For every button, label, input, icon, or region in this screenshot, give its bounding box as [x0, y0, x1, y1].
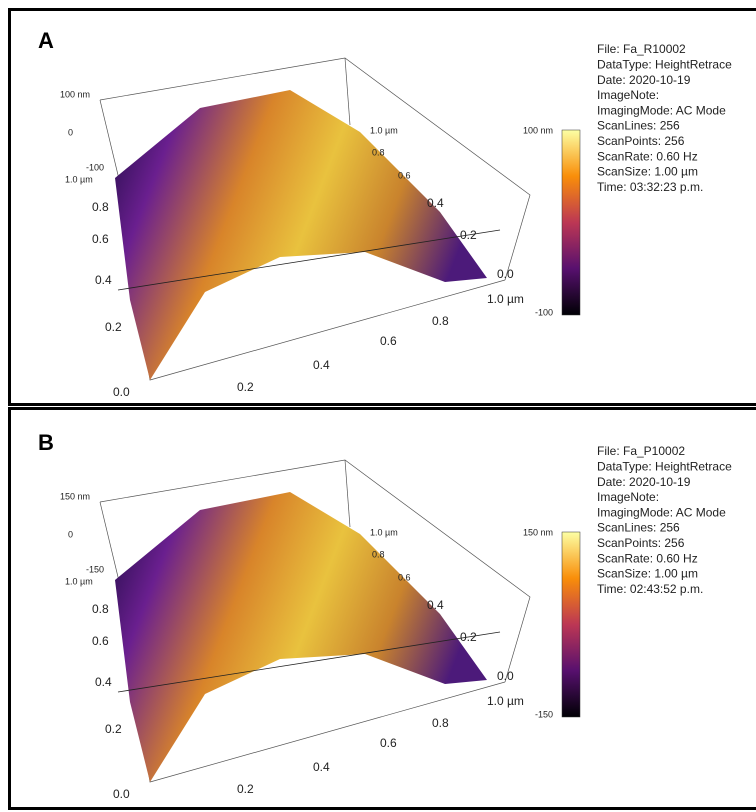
metadata-line: ImagingMode: AC Mode [597, 103, 726, 117]
x-tick-label: 0.4 [313, 358, 330, 372]
x-tick-label: 1.0 µm [487, 694, 524, 708]
surface [115, 90, 487, 380]
z-tick-label: -150 [86, 564, 104, 574]
x-tick-label: 0.4 [313, 760, 330, 774]
x-tick-label: 0.2 [237, 782, 254, 796]
y-tick-label: 0.6 [92, 232, 109, 246]
x-tick-label: 0.6 [380, 736, 397, 750]
x-tick-label: 0.6 [380, 334, 397, 348]
y-tick-label: 0.6 [92, 634, 109, 648]
metadata-line: DataType: HeightRetrace [597, 57, 732, 71]
metadata-line: File: Fa_P10002 [597, 444, 685, 458]
back-tick-label: 0.0 [497, 669, 514, 683]
colorbar-label: 100 nm [523, 125, 553, 135]
colorbar-label: 150 nm [523, 527, 553, 537]
back-tick-label: 0.2 [460, 228, 477, 242]
z-tick-label: 0 [68, 127, 73, 137]
back-tick-label: 0.8 [372, 549, 385, 559]
y-tick-label: 0.8 [92, 200, 109, 214]
metadata-line: ImagingMode: AC Mode [597, 505, 726, 519]
y-tick-label: 0.2 [105, 320, 122, 334]
box-edge [99, 459, 531, 683]
metadata-line: Date: 2020-10-19 [597, 73, 691, 87]
panel-frame [8, 8, 756, 406]
y-tick-label: 1.0 µm [65, 174, 93, 184]
z-tick-label: 150 nm [60, 491, 90, 501]
back-tick-label: 0.2 [460, 630, 477, 644]
metadata-line: ImageNote: [597, 490, 659, 504]
back-tick-label: 0.4 [427, 598, 444, 612]
metadata-line: DataType: HeightRetrace [597, 459, 732, 473]
metadata-line: ScanRate: 0.60 Hz [597, 551, 698, 565]
metadata-line: ScanSize: 1.00 µm [597, 567, 698, 581]
surface [115, 492, 487, 782]
metadata-line: ScanPoints: 256 [597, 536, 685, 550]
y-tick-label: 0.2 [105, 722, 122, 736]
back-tick-label: 1.0 µm [370, 125, 398, 135]
box-edge [117, 229, 501, 291]
y-tick-label: 0.8 [92, 602, 109, 616]
x-tick-label: 0.2 [237, 380, 254, 394]
back-tick-label: 0.6 [398, 170, 411, 180]
metadata-line: Time: 02:43:52 p.m. [597, 582, 703, 596]
colorbar [561, 531, 581, 718]
metadata-line: ScanLines: 256 [597, 119, 680, 133]
y-tick-label: 0.0 [113, 787, 130, 801]
y-tick-label: 1.0 µm [65, 576, 93, 586]
z-tick-label: 100 nm [60, 89, 90, 99]
x-tick-label: 0.8 [432, 716, 449, 730]
metadata-line: Time: 03:32:23 p.m. [597, 180, 703, 194]
panel-label: B [38, 430, 54, 455]
metadata-line: File: Fa_R10002 [597, 42, 686, 56]
panel-label: A [38, 28, 54, 53]
z-tick-label: 0 [68, 529, 73, 539]
metadata-line: ScanSize: 1.00 µm [597, 165, 698, 179]
back-tick-label: 0.8 [372, 147, 385, 157]
x-tick-label: 0.8 [432, 314, 449, 328]
box-edge [344, 459, 351, 528]
back-tick-label: 1.0 µm [370, 527, 398, 537]
z-tick-label: -100 [86, 162, 104, 172]
colorbar [561, 129, 581, 316]
metadata-line: Date: 2020-10-19 [597, 475, 691, 489]
metadata-line: ScanRate: 0.60 Hz [597, 149, 698, 163]
metadata-line: ScanPoints: 256 [597, 134, 685, 148]
y-tick-label: 0.4 [95, 675, 112, 689]
metadata-line: ImageNote: [597, 88, 659, 102]
box-edge [117, 631, 501, 693]
y-tick-label: 0.4 [95, 273, 112, 287]
colorbar-label: -100 [535, 307, 553, 317]
back-tick-label: 0.4 [427, 196, 444, 210]
panel-frame [8, 407, 756, 810]
x-tick-label: 1.0 µm [487, 292, 524, 306]
y-tick-label: 0.0 [113, 385, 130, 399]
metadata-line: ScanLines: 256 [597, 521, 680, 535]
box-edge [344, 57, 351, 126]
back-tick-label: 0.0 [497, 267, 514, 281]
colorbar-label: -150 [535, 709, 553, 719]
back-tick-label: 0.6 [398, 572, 411, 582]
box-edge [99, 57, 531, 281]
